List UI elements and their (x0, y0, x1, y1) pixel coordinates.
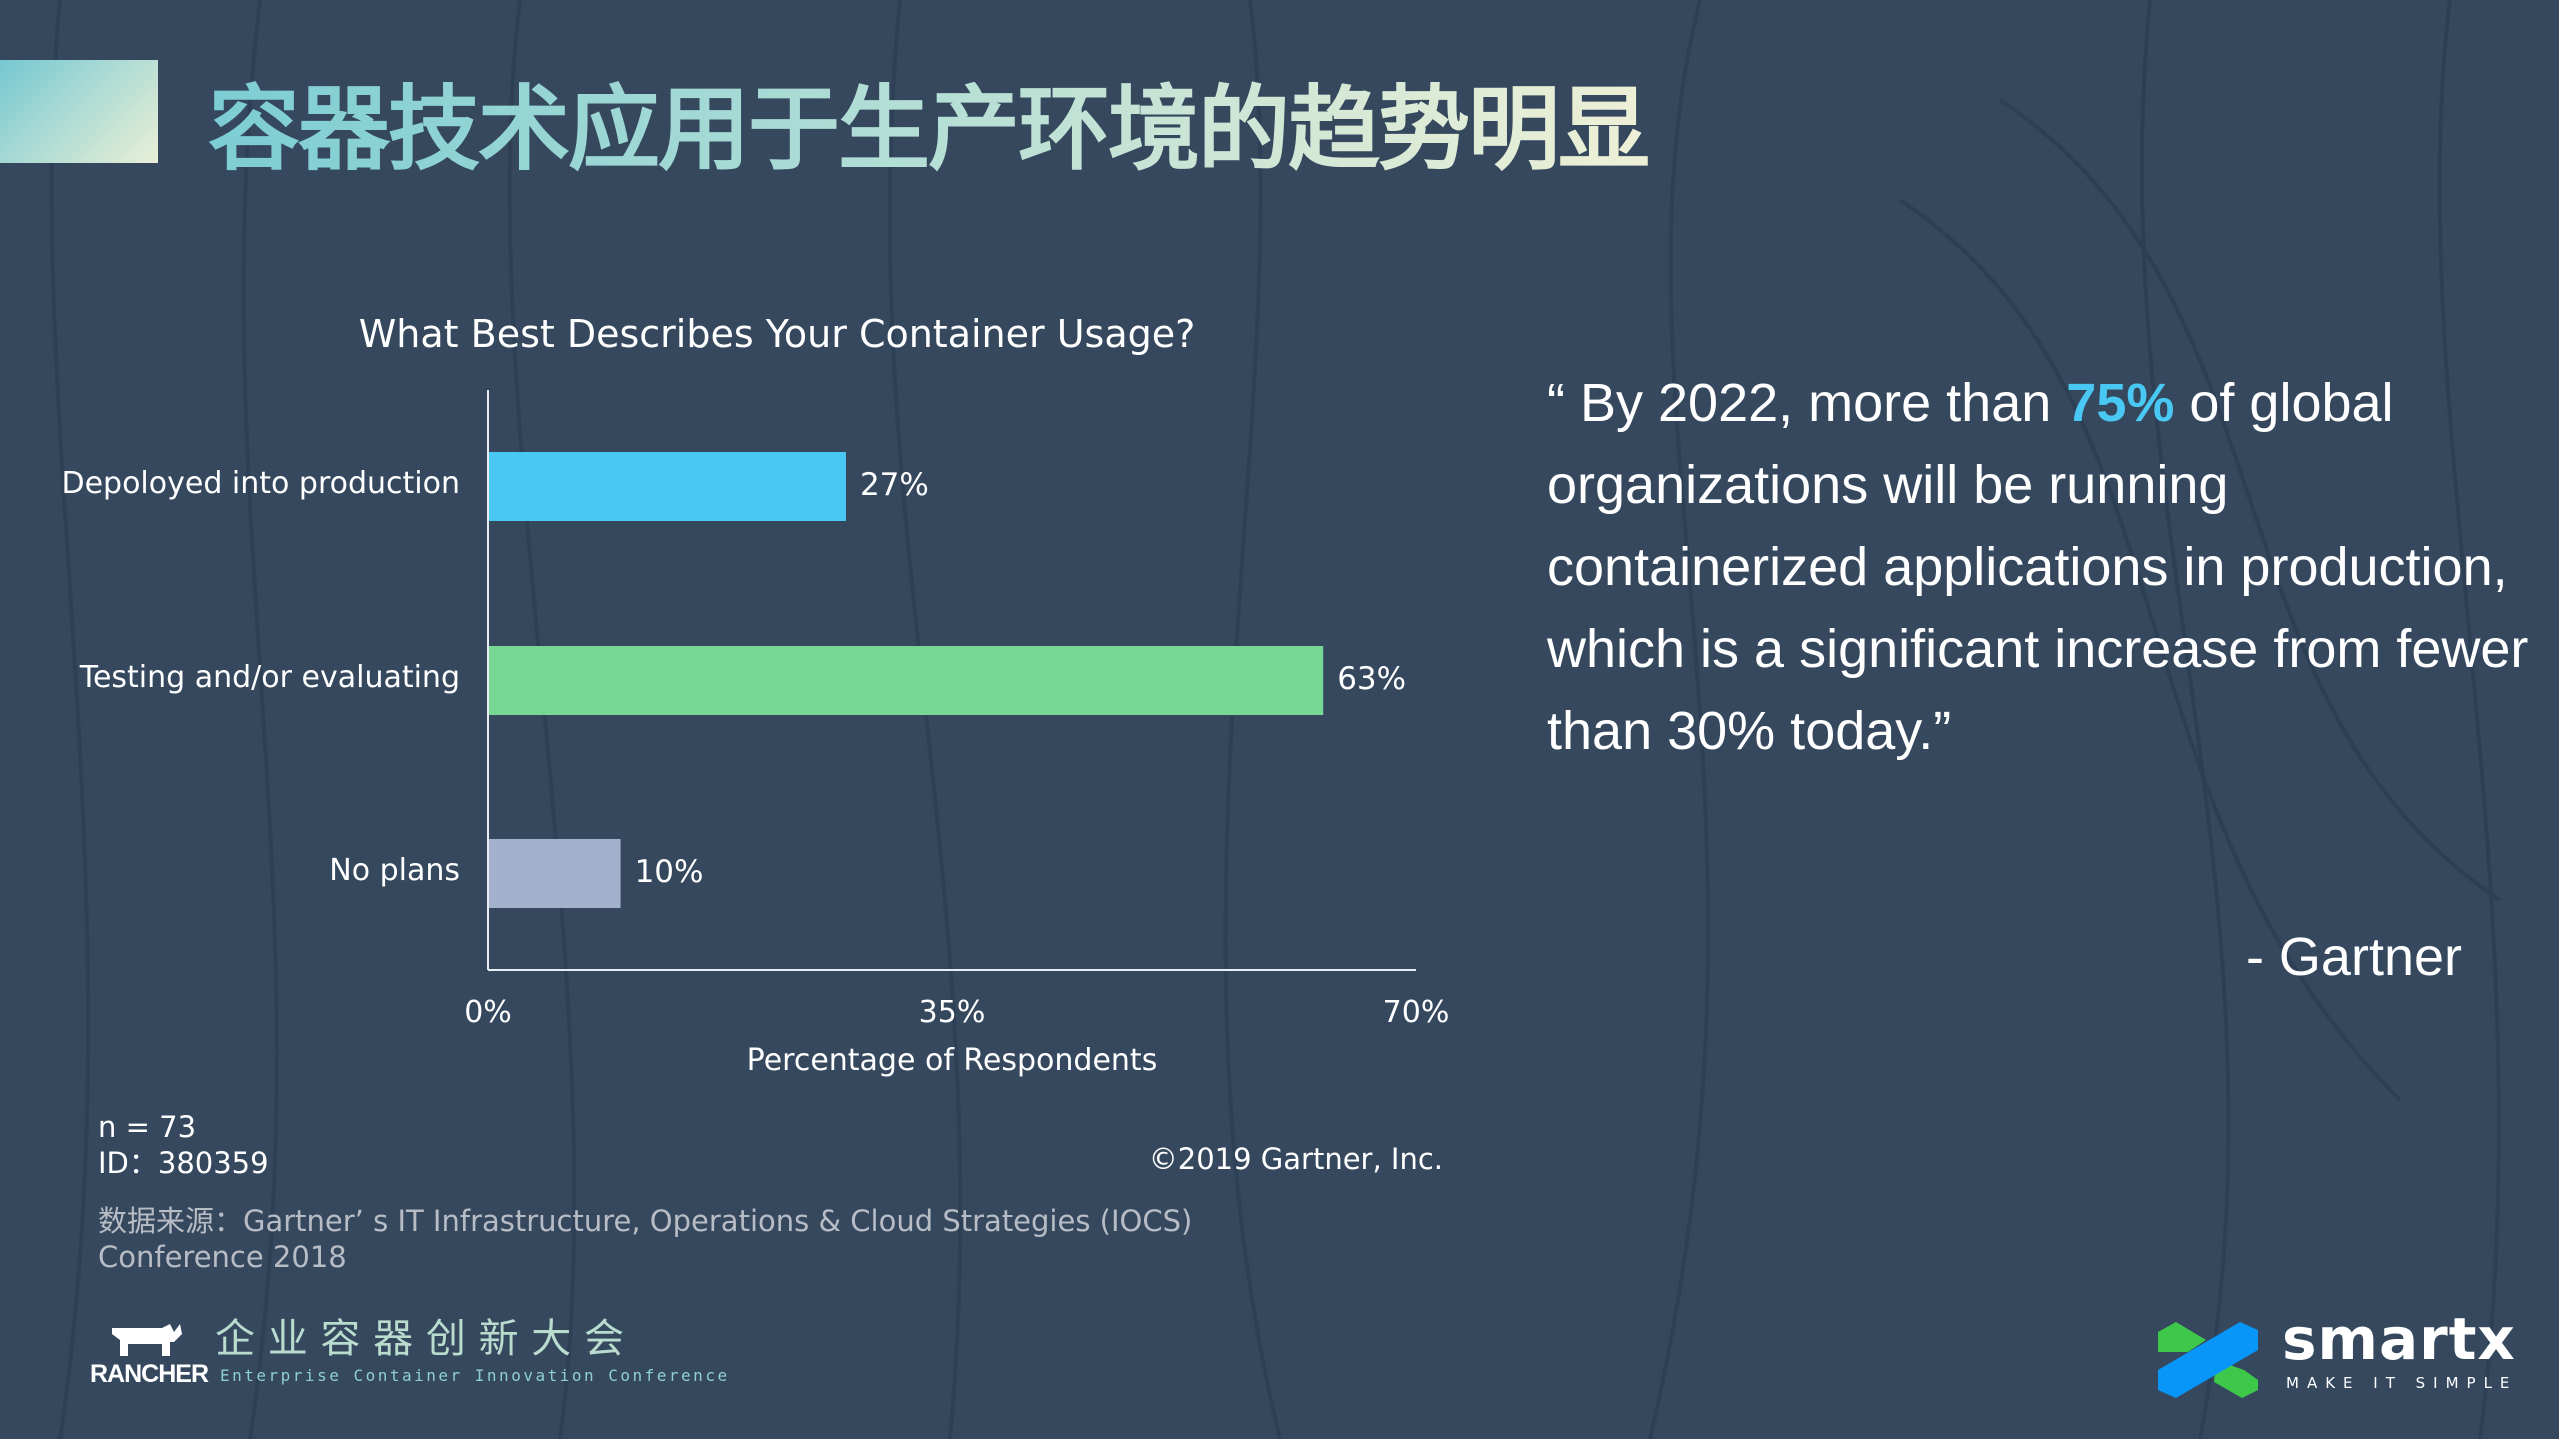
sample-size: n = 73 (98, 1110, 197, 1144)
data-label: 63% (1337, 661, 1407, 697)
title-accent-block (0, 60, 158, 163)
smartx-logo-icon (2158, 1322, 2258, 1398)
x-axis-label: Percentage of Respondents (746, 1043, 1158, 1078)
conference-name-en: Enterprise Container Innovation Conferen… (220, 1366, 730, 1385)
category-label: No plans (329, 853, 460, 888)
x-tick-label: 0% (464, 995, 512, 1030)
conference-name-cn: 企 业 容 器 创 新 大 会 (215, 1316, 625, 1362)
quote-text-end: of global organizations will be running … (1547, 373, 2529, 761)
quote-attribution: - Gartner (2245, 927, 2462, 987)
rancher-logo-icon (112, 1324, 182, 1356)
x-tick-label: 70% (1382, 995, 1450, 1030)
smartx-tagline: MAKE IT SIMPLE (2286, 1374, 2518, 1392)
bar-1 (489, 646, 1324, 715)
category-label: Testing and/or evaluating (79, 660, 460, 695)
copyright: ©2019 Gartner, Inc. (1148, 1142, 1443, 1176)
data-label: 10% (634, 854, 704, 890)
quote-highlight: 75% (2066, 373, 2175, 433)
quote-text-start: “ By 2022, more than (1547, 373, 2067, 433)
bar-0 (489, 452, 846, 521)
bar-2 (489, 839, 621, 908)
document-id: ID：380359 (98, 1146, 269, 1180)
source-line-1: 数据来源：Gartner’ s IT Infrastructure, Opera… (98, 1204, 1193, 1238)
x-tick-label: 35% (918, 995, 986, 1030)
slide-title: 容器技术应用于生产环境的趋势明显 (208, 55, 1650, 188)
source-line-2: Conference 2018 (98, 1240, 347, 1274)
chart-title: What Best Describes Your Container Usage… (358, 312, 1196, 356)
gartner-quote: “ By 2022, more than 75% of global organ… (1547, 362, 2547, 772)
data-label: 27% (859, 467, 929, 503)
category-label: Depoloyed into production (61, 466, 460, 501)
rancher-wordmark: RANCHER (90, 1360, 209, 1388)
smartx-wordmark: smartx (2282, 1305, 2516, 1373)
